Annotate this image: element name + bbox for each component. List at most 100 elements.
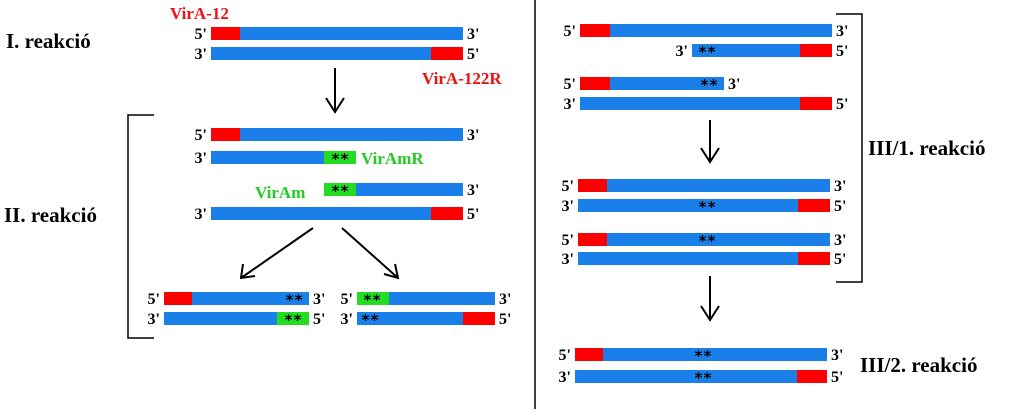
arrow-reaction-1-to-2 [325,68,345,114]
outer-primer-segment [800,97,832,110]
strand-end-label: 5' [195,26,207,43]
strand-end-label: 3' [467,182,479,199]
outer-primer-segment [211,128,240,141]
outer-primer-segment [800,44,832,57]
strand-r3b-bot: 3' 5' [564,96,849,113]
strand-r3a-bot: ** 3' 5' [676,43,849,61]
strand-end-label: 3' [831,347,843,364]
mutation-mark: ** [698,198,716,216]
reaction-2-label: II. reakció [4,203,97,227]
strand-r2b-bot: 3' 5' [195,206,480,223]
strand-r2c-top: ** 5' 3' [148,291,326,309]
strand-end-label: 3' [313,291,325,308]
strand-end-label: 3' [148,311,160,328]
strand-end-label: 5' [467,46,479,63]
arrow-split-right [341,227,400,280]
strand-body [357,292,495,305]
strand-body [164,292,309,305]
bracket-reaction-2 [127,114,154,339]
mutagenic-primer-segment [324,151,356,164]
strand-r2b-top: ** 3' [324,182,479,200]
reaction-3-1-label: III/1. reakció [868,136,985,160]
arrow-reaction-3-a [700,120,720,164]
reaction-1-label: I. reakció [6,29,91,53]
primer-viram-label: VirAm [255,183,305,202]
strand-end-label: 3' [836,23,848,40]
strand-body [578,199,830,212]
strand-body [578,252,830,265]
outer-primer-segment [798,252,830,265]
strand-r3c-bot: ** 3' 5' [562,198,847,216]
strand-end-label: 5' [564,23,576,40]
mutation-mark: ** [285,291,303,309]
strand-end-label: 3' [195,206,207,223]
strand-body [211,151,356,164]
strand-end-label: 5' [195,127,207,144]
strand-end-label: 3' [676,43,688,60]
strand-end-label: 3' [728,76,740,93]
arrow-reaction-3-b [700,276,720,322]
strand-r3c-top: 5' 3' [562,178,847,195]
strand-end-label: 5' [562,178,574,195]
strand-end-label: 5' [834,198,846,215]
strand-body [580,77,724,90]
primer-viramr-label: VirAmR [361,149,424,168]
strand-end-label: 5' [467,206,479,223]
strand-body [211,128,463,141]
strand-end-label: 3' [834,232,846,249]
mutation-mark: ** [331,182,349,200]
mutation-mark: ** [363,291,381,309]
outer-primer-segment [575,348,603,361]
outer-primer-segment [578,233,607,246]
outer-primer-segment [431,47,463,60]
strand-body [357,312,495,325]
strand-body [692,44,832,57]
strand-end-label: 3' [341,311,353,328]
strand-r3d-top: ** 5' 3' [562,232,847,250]
mutation-mark: ** [698,43,716,61]
strand-r1-bot: 3' 5' [195,46,480,63]
primer-vira-12-label: VirA-12 [170,4,229,23]
outer-primer-segment [211,27,240,40]
arrow-split-left [239,227,314,280]
reaction-3-2-label: III/2. reakció [860,353,977,377]
strand-r3a-top: 5' 3' [564,23,849,40]
mutation-mark: ** [698,232,716,250]
outer-primer-segment [798,199,830,212]
mutation-mark: ** [700,76,718,94]
strand-end-label: 3' [559,369,571,386]
outer-primer-segment [164,292,192,305]
strand-end-label: 3' [195,150,207,167]
strand-r2d-top: ** 5' 3' [341,291,512,309]
mutagenic-primer-segment [357,292,389,305]
strand-end-label: 5' [341,291,353,308]
mutation-mark: ** [284,311,302,329]
strand-end-label: 5' [313,311,325,328]
strand-end-label: 5' [831,369,843,386]
outer-primer-segment [431,207,463,220]
mutation-mark: ** [694,369,712,387]
strand-body [211,47,463,60]
strand-end-label: 5' [148,291,160,308]
strand-end-label: 3' [467,127,479,144]
strand-end-label: 5' [564,76,576,93]
strand-r1-top: 5' 3' [195,26,480,43]
strand-r3d-bot: 3' 5' [562,251,847,268]
mutation-mark: ** [361,311,379,329]
strand-end-label: 5' [499,311,511,328]
strand-end-label: 5' [562,232,574,249]
bracket-reaction-3-1 [836,13,863,283]
strand-end-label: 5' [836,96,848,113]
strand-end-label: 3' [834,178,846,195]
strand-r4-bot: ** 3' 5' [559,369,844,387]
strand-body [324,183,463,196]
strand-body [575,348,827,361]
strand-end-label: 3' [564,96,576,113]
mutation-mark: ** [331,150,349,168]
strand-end-label: 5' [836,43,848,60]
mutation-mark: ** [694,347,712,365]
strand-r3b-top: ** 5' 3' [564,76,741,94]
strand-end-label: 5' [834,251,846,268]
